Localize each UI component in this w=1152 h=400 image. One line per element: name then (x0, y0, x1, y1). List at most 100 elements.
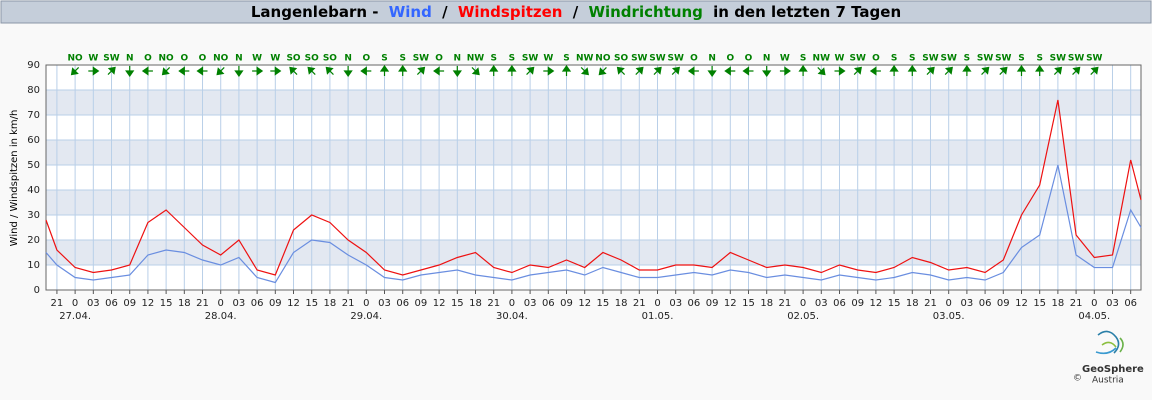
direction-label: SW (977, 54, 993, 64)
x-tick-label: 0 (654, 298, 660, 309)
x-tick-label: 0 (72, 298, 78, 309)
title-part: in den letzten 7 Tagen (713, 3, 901, 21)
y-tick-label: 80 (27, 85, 40, 96)
x-tick-label: 09 (851, 298, 864, 309)
x-tick-label: 18 (906, 298, 919, 309)
direction-label: NO (159, 54, 175, 64)
direction-label: W (270, 54, 280, 64)
direction-arrow (234, 66, 244, 78)
direction-label: W (252, 54, 262, 64)
direction-arrow (798, 64, 808, 76)
x-tick-label: 15 (305, 298, 318, 309)
direction-arrow (779, 66, 791, 76)
x-tick-label: 18 (1052, 298, 1065, 309)
grid-band (46, 90, 1141, 115)
y-tick-label: 60 (27, 135, 40, 146)
x-tick-label: 18 (615, 298, 628, 309)
y-axis-label: Wind / Windspitzen in km/h (9, 110, 20, 247)
direction-arrow (653, 66, 662, 75)
title-part: Windspitzen (458, 3, 563, 21)
direction-label: O (690, 54, 698, 64)
x-tick-label: 21 (487, 298, 500, 309)
title-part: / (442, 3, 448, 21)
direction-arrow (999, 66, 1008, 75)
x-tick-label: 06 (251, 298, 264, 309)
direction-label: N (235, 54, 243, 64)
direction-arrow (671, 66, 680, 75)
direction-arrow (70, 67, 80, 76)
plot-border (45, 64, 1142, 291)
direction-arrow (853, 66, 862, 75)
logo: GeoSphere © Austria (1073, 330, 1144, 386)
direction-arrow (360, 66, 372, 76)
direction-arrow (1016, 64, 1027, 76)
logo-name: GeoSphere (1082, 364, 1144, 375)
x-day-label: 30.04. (496, 311, 528, 322)
y-tick-label: 40 (27, 185, 40, 196)
x-tick-label: 21 (196, 298, 209, 309)
direction-label: N (763, 54, 771, 64)
direction-label: SW (849, 54, 865, 64)
series-line (45, 99, 1142, 276)
x-tick-label: 03 (961, 298, 974, 309)
direction-arrow (489, 64, 499, 76)
direction-arrow (107, 66, 116, 75)
x-day-label: 28.04. (205, 311, 237, 322)
title-bar (0, 0, 1152, 24)
direction-arrow (907, 64, 917, 76)
title-part: Windrichtung (588, 3, 702, 21)
x-tick-label: 03 (524, 298, 537, 309)
x-tick-label: 0 (800, 298, 806, 309)
direction-label: NO (595, 54, 611, 64)
x-day-label: 03.05. (933, 311, 965, 322)
direction-label: W (780, 54, 790, 64)
x-tick-label: 0 (218, 298, 224, 309)
x-tick-label: 06 (396, 298, 409, 309)
x-tick-label: 18 (469, 298, 482, 309)
direction-arrow (926, 66, 935, 75)
direction-label: O (199, 54, 207, 64)
direction-arrow (216, 67, 225, 76)
direction-label: SO (614, 54, 628, 64)
direction-arrow (343, 66, 353, 78)
direction-arrow (616, 66, 626, 75)
x-tick-label: 21 (633, 298, 646, 309)
x-tick-label: 15 (160, 298, 173, 309)
x-tick-label: 12 (142, 298, 155, 309)
x-tick-label: 03 (815, 298, 828, 309)
direction-label: NO (213, 54, 229, 64)
direction-label: O (726, 54, 734, 64)
direction-label: SW (413, 54, 429, 64)
direction-label: W (543, 54, 553, 64)
y-tick-label: 70 (27, 110, 40, 121)
series-line (45, 164, 1142, 284)
direction-arrow (307, 66, 316, 75)
direction-arrow (88, 66, 100, 76)
x-tick-label: 06 (1124, 298, 1137, 309)
direction-arrow (889, 64, 899, 76)
direction-label: SW (995, 54, 1011, 64)
direction-label: SO (286, 54, 300, 64)
direction-arrow (742, 66, 754, 76)
direction-arrow (1072, 66, 1081, 75)
direction-arrow (580, 67, 589, 76)
x-tick-label: 0 (509, 298, 515, 309)
x-tick-label: 09 (415, 298, 428, 309)
direction-label: O (362, 54, 370, 64)
x-tick-label: 0 (946, 298, 952, 309)
direction-label: SW (649, 54, 665, 64)
direction-arrow (471, 67, 480, 76)
logo-sub: Austria (1092, 376, 1124, 386)
y-tick-label: 10 (27, 260, 40, 271)
direction-arrow (944, 66, 953, 75)
direction-label: S (563, 54, 569, 64)
direction-label: O (144, 54, 152, 64)
title-part: / (573, 3, 579, 21)
direction-arrow (252, 66, 264, 76)
x-tick-label: 09 (269, 298, 282, 309)
direction-arrow (178, 66, 190, 76)
x-tick-label: 0 (363, 298, 369, 309)
direction-arrow (762, 66, 772, 78)
x-tick-label: 03 (1106, 298, 1119, 309)
